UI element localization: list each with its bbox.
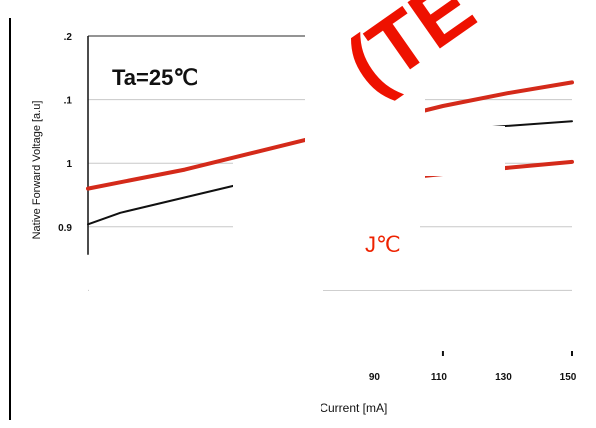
x-tick-label-3: 130 [495, 372, 512, 383]
y-tick-label-1: .1 [64, 96, 73, 107]
y-tick-label-2: 1 [66, 159, 72, 170]
occlusion-block-6 [425, 126, 505, 176]
x-tick-label-2: 110 [431, 372, 448, 383]
occlusion-block-2 [233, 160, 323, 390]
y-tick-label-0: .2 [64, 32, 73, 43]
annotation-temperature: Ta=25℃ [112, 65, 198, 90]
occlusion-block-4 [320, 190, 420, 290]
y-tick-label-3: 0.9 [58, 223, 72, 234]
occlusion-layer [89, 20, 575, 425]
occlusion-block-3 [305, 20, 425, 190]
x-tick-label-1: 90 [369, 372, 381, 383]
occlusion-block-0 [89, 39, 154, 99]
occlusion-block-5 [425, 20, 575, 80]
x-tick-label-4: 150 [560, 372, 577, 383]
annotation-temperature-partial: J℃ [365, 232, 401, 257]
left-border-line [9, 18, 11, 420]
y-axis-title: Native Forward Voltage [a.u] [31, 101, 43, 240]
